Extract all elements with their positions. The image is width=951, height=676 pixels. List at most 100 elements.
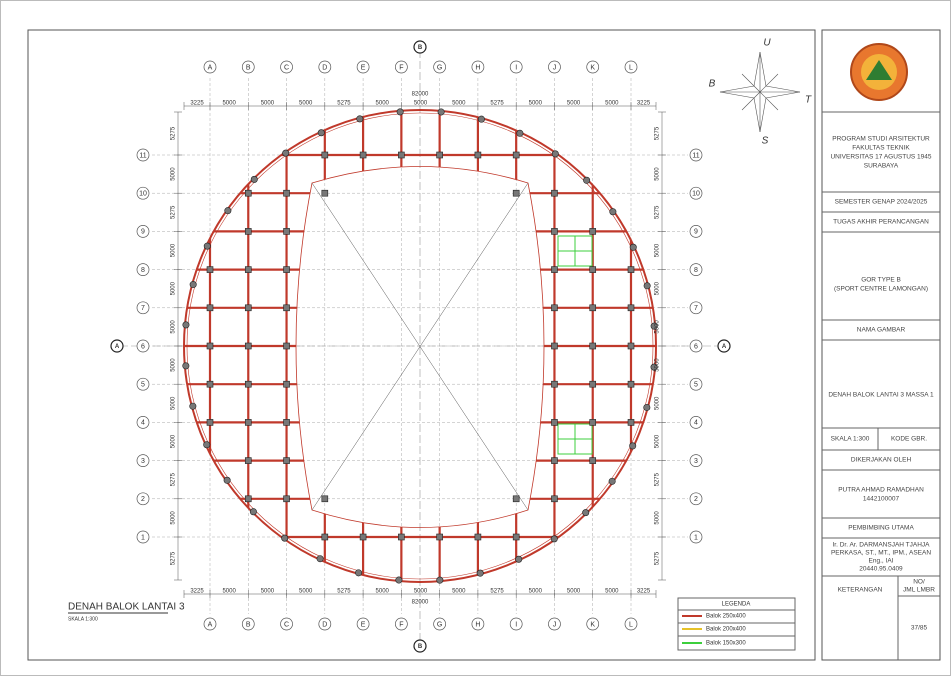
logo-emblem bbox=[866, 60, 892, 80]
column-label: F bbox=[399, 64, 403, 71]
total-dimension: 82000 bbox=[412, 92, 429, 98]
column bbox=[283, 457, 290, 464]
dimension: 5275 bbox=[171, 205, 177, 219]
legend-item: Balok 250x400 bbox=[706, 614, 746, 620]
column bbox=[512, 189, 520, 197]
dimension: 5275 bbox=[655, 205, 661, 219]
column bbox=[321, 533, 329, 541]
ring-column bbox=[643, 403, 651, 411]
column bbox=[359, 151, 367, 159]
legend-title: LEGENDA bbox=[722, 602, 751, 608]
section-label: A bbox=[722, 344, 727, 350]
column bbox=[589, 228, 597, 235]
row-label: 5 bbox=[141, 382, 145, 389]
institution: FAKULTAS TEKNIK bbox=[852, 145, 910, 152]
grid-bubble bbox=[203, 617, 217, 631]
grid-bubble bbox=[136, 148, 150, 162]
column bbox=[244, 228, 252, 235]
column bbox=[206, 380, 214, 388]
grid-bubble bbox=[136, 377, 150, 391]
dimension: 5275 bbox=[337, 101, 351, 107]
grid-bubble bbox=[356, 617, 370, 631]
grid-bubble bbox=[689, 148, 703, 162]
column-label: B bbox=[246, 64, 251, 71]
column bbox=[244, 457, 252, 464]
ring-column bbox=[551, 150, 559, 158]
grid-bubble bbox=[136, 263, 150, 276]
dimension: 3225 bbox=[190, 589, 204, 595]
column-label: G bbox=[437, 621, 442, 628]
legend-item: Balok 200x400 bbox=[706, 627, 746, 633]
grid-bubble bbox=[136, 301, 150, 315]
row-label: 11 bbox=[692, 152, 699, 159]
grid-bubble bbox=[395, 617, 408, 631]
ring-column bbox=[355, 569, 363, 577]
column bbox=[244, 304, 252, 312]
sheet-number: 37/85 bbox=[911, 625, 928, 632]
grid-bubble bbox=[280, 617, 293, 631]
ring-column bbox=[650, 363, 658, 371]
column-label: D bbox=[322, 621, 327, 628]
dimension: 5275 bbox=[655, 472, 661, 486]
ring-column bbox=[550, 535, 558, 543]
dimension: 5000 bbox=[529, 589, 543, 595]
column-label: F bbox=[399, 621, 403, 628]
column bbox=[589, 380, 597, 388]
column bbox=[206, 342, 214, 350]
ring-column bbox=[282, 149, 290, 157]
column-label: A bbox=[208, 621, 213, 628]
column-label: A bbox=[208, 64, 213, 71]
column-label: C bbox=[284, 64, 289, 71]
column bbox=[283, 342, 290, 350]
ring-column bbox=[629, 442, 637, 450]
dimension: 5000 bbox=[171, 396, 177, 410]
ring-column bbox=[629, 243, 637, 251]
column bbox=[321, 495, 329, 503]
dimension: 5000 bbox=[261, 589, 275, 595]
grid-bubble bbox=[689, 339, 703, 353]
grid-bubble bbox=[586, 617, 600, 631]
row-label: 9 bbox=[694, 229, 698, 236]
institution: PROGRAM STUDI ARSITEKTUR bbox=[832, 136, 930, 143]
row-label: 3 bbox=[141, 458, 145, 465]
column bbox=[436, 151, 443, 159]
column-label: B bbox=[246, 621, 251, 628]
column bbox=[551, 380, 558, 388]
ring-column bbox=[516, 129, 524, 137]
ring-column bbox=[182, 362, 190, 370]
total-dimension: 82000 bbox=[412, 600, 429, 606]
dimension: 5000 bbox=[605, 101, 619, 107]
column bbox=[551, 266, 558, 273]
ring-column bbox=[189, 402, 197, 410]
column bbox=[283, 228, 290, 235]
ring-column bbox=[317, 129, 325, 137]
dimension: 5275 bbox=[490, 101, 504, 107]
grid-bubble bbox=[318, 617, 332, 631]
grid-bubble bbox=[136, 530, 150, 544]
grid-bubble bbox=[689, 377, 703, 391]
grid-bubble bbox=[509, 60, 523, 74]
ring-column bbox=[203, 242, 211, 250]
author-id: 1442100007 bbox=[863, 496, 900, 503]
grid-bubble bbox=[433, 60, 446, 74]
column bbox=[206, 304, 214, 312]
column bbox=[244, 419, 252, 426]
grid-bubble bbox=[136, 339, 150, 353]
compass-south: S bbox=[762, 136, 769, 147]
dimension: 3225 bbox=[637, 101, 651, 107]
advisor: Eng., IAI bbox=[869, 558, 894, 565]
drawing-scale: SKALA 1:300 bbox=[68, 616, 98, 622]
title-block-lines bbox=[822, 111, 940, 660]
grid-bubble bbox=[318, 60, 332, 74]
dimension: 5000 bbox=[567, 101, 581, 107]
column-label: E bbox=[361, 621, 366, 628]
dimension: 5000 bbox=[655, 396, 661, 410]
column-label: C bbox=[284, 621, 289, 628]
grid-bubble bbox=[241, 617, 255, 631]
grid-bubble bbox=[586, 60, 600, 74]
ring-column bbox=[515, 555, 523, 563]
column-label: K bbox=[590, 621, 595, 628]
label: KODE GBR. bbox=[891, 436, 927, 443]
grid-bubble bbox=[689, 492, 703, 506]
